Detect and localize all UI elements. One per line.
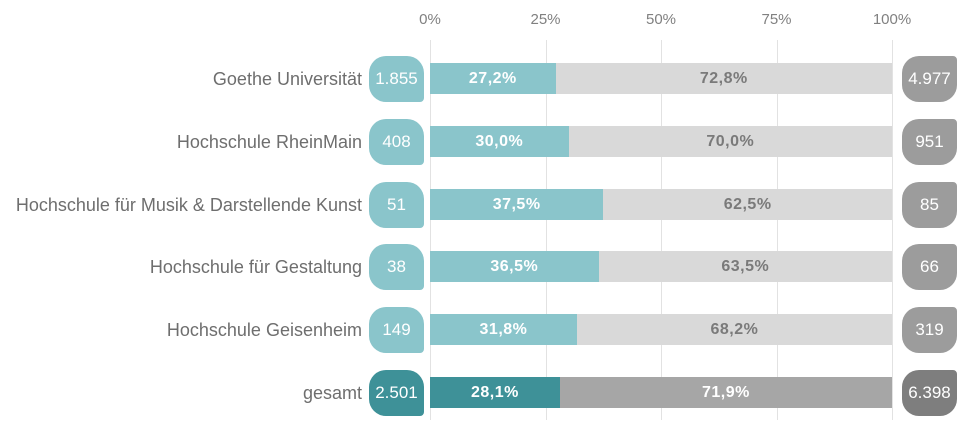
stacked-bar: 36,5% 63,5%: [430, 251, 892, 282]
chart-row: Hochschule für Musik & Darstellende Kuns…: [0, 181, 973, 229]
left-count-pill: 149: [369, 307, 424, 353]
chart-row: Hochschule für Gestaltung 38 36,5% 63,5%…: [0, 243, 973, 291]
left-count-pill: 408: [369, 119, 424, 165]
stacked-bar: 27,2% 72,8%: [430, 63, 892, 94]
axis-tick-label: 50%: [645, 11, 677, 28]
stacked-bar: 30,0% 70,0%: [430, 126, 892, 157]
right-count-pill: 66: [902, 244, 957, 290]
row-label: Goethe Universität: [212, 69, 362, 89]
chart-row-total: gesamt 2.501 28,1% 71,9% 6.398: [0, 369, 973, 417]
row-label: Hochschule RheinMain: [176, 132, 362, 152]
left-count-pill: 38: [369, 244, 424, 290]
left-count-pill: 2.501: [369, 370, 424, 416]
axis-tick-label: 75%: [761, 11, 792, 28]
gridline: [661, 40, 662, 420]
bar-segment-gray: 72,8%: [555, 63, 892, 94]
bar-segment-gray: 71,9%: [559, 377, 892, 408]
row-label: gesamt: [302, 383, 362, 403]
right-count-pill: 951: [902, 119, 957, 165]
bar-segment-gray: 63,5%: [598, 251, 892, 282]
row-label: Hochschule für Musik & Darstellende Kuns…: [15, 195, 362, 215]
bar-segment-teal: 30,0%: [430, 126, 569, 157]
bar-segment-gray: 70,0%: [568, 126, 892, 157]
stacked-bar: 37,5% 62,5%: [430, 189, 892, 220]
bar-segment-gray: 62,5%: [603, 189, 892, 220]
row-label: Hochschule für Gestaltung: [149, 257, 362, 277]
left-count-pill: 1.855: [369, 56, 424, 102]
axis-tick-label: 100%: [872, 11, 912, 28]
chart-row: Hochschule RheinMain 408 30,0% 70,0% 951: [0, 118, 973, 166]
stacked-bar: 28,1% 71,9%: [430, 377, 892, 408]
right-count-pill: 4.977: [902, 56, 957, 102]
bar-segment-teal: 28,1%: [430, 377, 560, 408]
gridline: [430, 40, 431, 420]
row-label: Hochschule Geisenheim: [166, 320, 362, 340]
gridline: [776, 40, 778, 420]
chart-row: Goethe Universität 1.855 27,2% 72,8% 4.9…: [0, 55, 973, 103]
chart-row: Hochschule Geisenheim 149 31,8% 68,2% 31…: [0, 306, 973, 354]
left-count-pill: 51: [369, 182, 424, 228]
bar-segment-teal: 36,5%: [430, 251, 599, 282]
axis-tick-label: 0%: [419, 11, 441, 28]
gridline: [892, 40, 893, 420]
right-count-pill: 6.398: [902, 370, 957, 416]
axis-tick-label: 25%: [530, 11, 561, 28]
bar-segment-teal: 27,2%: [430, 63, 556, 94]
right-count-pill: 319: [902, 307, 957, 353]
bar-segment-gray: 68,2%: [576, 314, 892, 345]
right-count-pill: 85: [902, 182, 957, 228]
stacked-bar: 31,8% 68,2%: [430, 314, 892, 345]
bar-segment-teal: 31,8%: [430, 314, 577, 345]
bar-segment-teal: 37,5%: [430, 189, 604, 220]
gridline: [545, 40, 547, 420]
